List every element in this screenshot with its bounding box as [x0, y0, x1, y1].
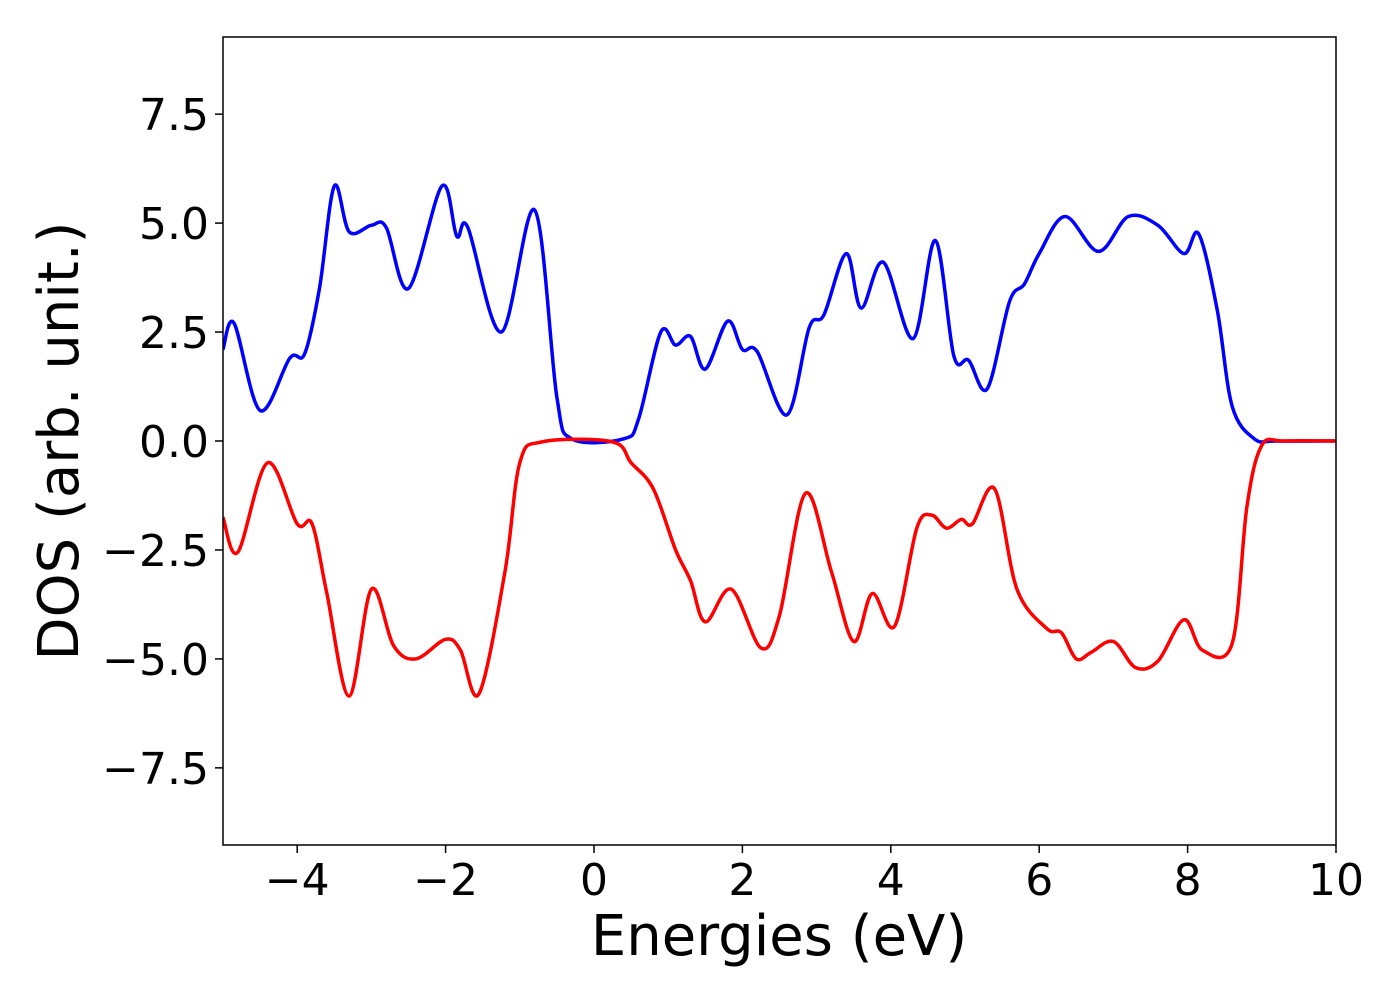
line [223, 437, 1336, 698]
x-tick-label: 0 [580, 855, 608, 906]
y-axis-label: DOS (arb. unit.) [27, 221, 92, 660]
y-tick-label: 0.0 [139, 417, 209, 468]
x-tick-label: 6 [1025, 855, 1053, 906]
y-tick-label: 5.0 [139, 199, 209, 250]
y-tick-label: −5.0 [102, 635, 209, 686]
line [223, 183, 1336, 445]
x-tick-label: 4 [877, 855, 905, 906]
y-tick-label: 2.5 [139, 308, 209, 359]
y-tick-label: 7.5 [139, 90, 209, 141]
y-tick-label: −2.5 [102, 526, 209, 577]
x-tick-label: 10 [1308, 855, 1364, 906]
x-tick-label: −2 [413, 855, 478, 906]
axes-frame [222, 36, 1337, 846]
x-axis-label: Energies (eV) [591, 904, 967, 969]
x-tick-label: 8 [1174, 855, 1202, 906]
x-tick-label: 2 [728, 855, 756, 906]
x-tick-label: −4 [265, 855, 330, 906]
y-tick-label: −7.5 [102, 744, 209, 795]
